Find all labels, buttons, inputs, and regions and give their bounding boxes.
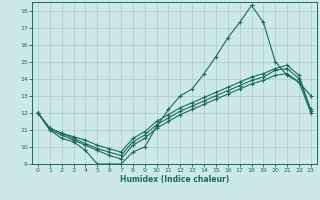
X-axis label: Humidex (Indice chaleur): Humidex (Indice chaleur) <box>120 175 229 184</box>
